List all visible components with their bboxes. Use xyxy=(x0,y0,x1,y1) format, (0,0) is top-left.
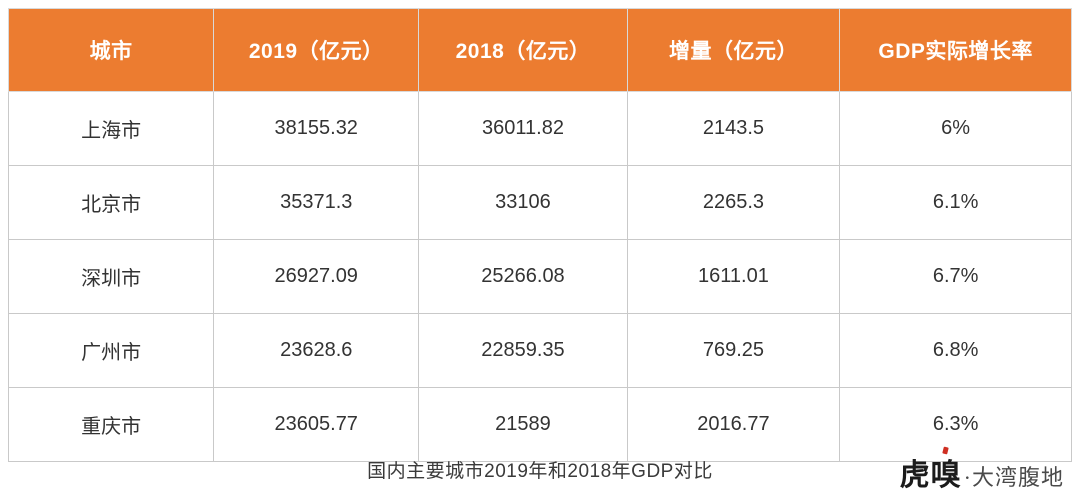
huxiu-brand-wordmark: 虎嗅 xyxy=(899,446,962,494)
column-header-increment: 增量（亿元） xyxy=(626,8,841,92)
gdp-table-body: 上海市 38155.32 36011.82 2143.5 6% 北京市 3537… xyxy=(7,91,1072,462)
cell-growth-rate: 6% xyxy=(839,91,1072,166)
cell-gdp-2019: 38155.32 xyxy=(213,91,420,166)
column-header-2019: 2019（亿元） xyxy=(213,8,420,92)
cell-gdp-2018: 36011.82 xyxy=(418,91,628,166)
cell-increment: 2016.77 xyxy=(626,387,841,462)
logo-suffix-text: ·大湾腹地 xyxy=(963,465,1064,490)
column-header-growth-rate: GDP实际增长率 xyxy=(839,8,1072,92)
cell-increment: 1611.01 xyxy=(626,239,841,314)
column-header-2018: 2018（亿元） xyxy=(418,8,628,92)
gdp-table: 城市 2019（亿元） 2018（亿元） 增量（亿元） GDP实际增长率 上海市… xyxy=(7,8,1072,462)
cell-gdp-2018: 22859.35 xyxy=(418,313,628,388)
cell-growth-rate: 6.7% xyxy=(839,239,1072,314)
table-row-guangzhou: 广州市 23628.6 22859.35 769.25 6.8% xyxy=(7,313,1072,388)
table-row-chongqing: 重庆市 23605.77 21589 2016.77 6.3% xyxy=(7,387,1072,462)
cell-gdp-2019: 23628.6 xyxy=(213,313,420,388)
huxiu-logo: 虎嗅 ·大湾腹地 xyxy=(899,446,1064,494)
logo-brand-text: 虎嗅 xyxy=(899,459,962,492)
cell-gdp-2019: 26927.09 xyxy=(213,239,420,314)
cell-gdp-2018: 33106 xyxy=(418,165,628,240)
cell-increment: 2265.3 xyxy=(626,165,841,240)
logo-red-accent-icon xyxy=(941,446,949,455)
cell-city: 重庆市 xyxy=(7,387,215,462)
cell-gdp-2018: 21589 xyxy=(418,387,628,462)
cell-growth-rate: 6.1% xyxy=(839,165,1072,240)
gdp-table-header: 城市 2019（亿元） 2018（亿元） 增量（亿元） GDP实际增长率 xyxy=(7,8,1072,92)
header-row: 城市 2019（亿元） 2018（亿元） 增量（亿元） GDP实际增长率 xyxy=(7,8,1072,92)
cell-growth-rate: 6.8% xyxy=(839,313,1072,388)
cell-city: 上海市 xyxy=(7,91,215,166)
cell-increment: 769.25 xyxy=(626,313,841,388)
cell-gdp-2018: 25266.08 xyxy=(418,239,628,314)
cell-growth-rate: 6.3% xyxy=(839,387,1072,462)
table-row-beijing: 北京市 35371.3 33106 2265.3 6.1% xyxy=(7,165,1072,240)
cell-city: 广州市 xyxy=(7,313,215,388)
cell-city: 北京市 xyxy=(7,165,215,240)
cell-gdp-2019: 23605.77 xyxy=(213,387,420,462)
table-row-shenzhen: 深圳市 26927.09 25266.08 1611.01 6.7% xyxy=(7,239,1072,314)
cell-increment: 2143.5 xyxy=(626,91,841,166)
chart-caption: 国内主要城市2019年和2018年GDP对比 xyxy=(367,461,713,482)
column-header-city: 城市 xyxy=(7,8,215,92)
table-row-shanghai: 上海市 38155.32 36011.82 2143.5 6% xyxy=(7,91,1072,166)
cell-gdp-2019: 35371.3 xyxy=(213,165,420,240)
cell-city: 深圳市 xyxy=(7,239,215,314)
